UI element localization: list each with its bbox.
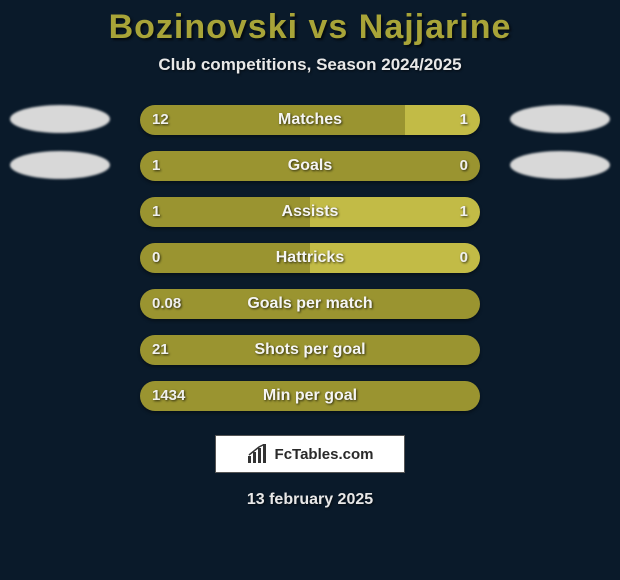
stat-bar-left xyxy=(140,243,310,273)
stat-row: 21Shots per goal xyxy=(0,335,620,365)
stat-bar xyxy=(140,105,480,135)
stat-row: 1434Min per goal xyxy=(0,381,620,411)
stat-value-right: 0 xyxy=(460,243,468,273)
stat-value-left: 1434 xyxy=(152,381,185,411)
stat-bar xyxy=(140,381,480,411)
footer-date: 13 february 2025 xyxy=(0,491,620,509)
stat-bar-left xyxy=(140,197,310,227)
attribution-text: FcTables.com xyxy=(275,446,374,463)
stat-bar xyxy=(140,151,480,181)
chart-icon xyxy=(247,444,271,464)
stat-bar xyxy=(140,243,480,273)
stat-value-left: 1 xyxy=(152,151,160,181)
stat-bar-right xyxy=(310,197,480,227)
attribution-badge: FcTables.com xyxy=(215,435,405,473)
stat-bar-left xyxy=(140,105,405,135)
stats-bars: 121Matches10Goals11Assists00Hattricks0.0… xyxy=(0,105,620,411)
page-subtitle: Club competitions, Season 2024/2025 xyxy=(0,55,620,75)
stat-bar-left xyxy=(140,335,480,365)
stat-bar-left xyxy=(140,151,480,181)
stat-value-right: 1 xyxy=(460,197,468,227)
stat-bar-left xyxy=(140,381,480,411)
stat-bar xyxy=(140,289,480,319)
stat-row: 10Goals xyxy=(0,151,620,181)
stat-bar-left xyxy=(140,289,480,319)
player-right-token xyxy=(510,105,610,133)
stat-bar xyxy=(140,335,480,365)
stat-row: 121Matches xyxy=(0,105,620,135)
stat-value-left: 1 xyxy=(152,197,160,227)
stat-value-left: 0.08 xyxy=(152,289,181,319)
stat-row: 0.08Goals per match xyxy=(0,289,620,319)
stat-value-left: 21 xyxy=(152,335,169,365)
page-title: Bozinovski vs Najjarine xyxy=(0,8,620,47)
player-right-token xyxy=(510,151,610,179)
stat-bar xyxy=(140,197,480,227)
stat-value-left: 0 xyxy=(152,243,160,273)
stat-row: 11Assists xyxy=(0,197,620,227)
stat-bar-right xyxy=(405,105,480,135)
player-left-token xyxy=(10,105,110,133)
stat-bar-right xyxy=(310,243,480,273)
stat-value-right: 1 xyxy=(460,105,468,135)
stat-row: 00Hattricks xyxy=(0,243,620,273)
stat-value-right: 0 xyxy=(460,151,468,181)
player-left-token xyxy=(10,151,110,179)
comparison-infographic: Bozinovski vs Najjarine Club competition… xyxy=(0,0,620,580)
stat-value-left: 12 xyxy=(152,105,169,135)
